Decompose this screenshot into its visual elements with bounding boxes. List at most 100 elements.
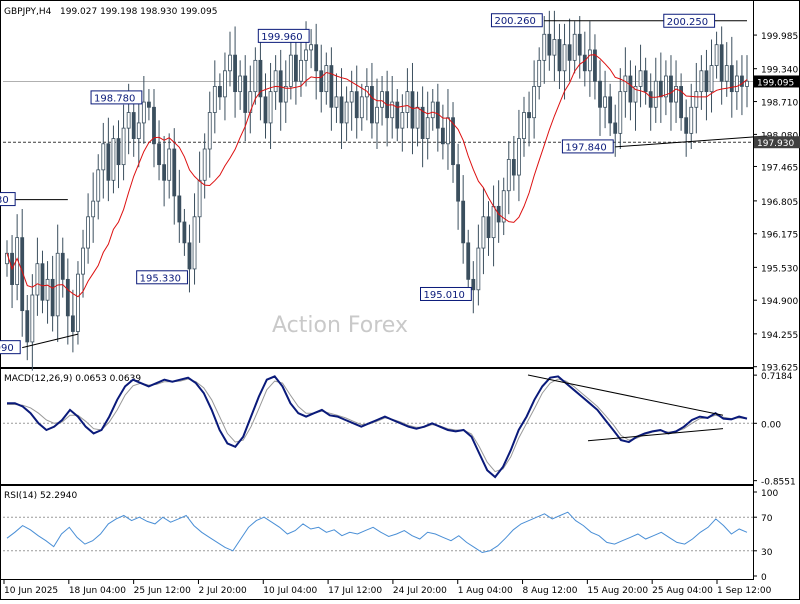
candle-body [76, 273, 80, 332]
candle-body [532, 86, 537, 119]
price-annotation-label: 196.830 [0, 195, 9, 206]
candle-body [324, 65, 329, 93]
candle-body [522, 112, 526, 139]
candle-body [425, 117, 430, 139]
x-tick-label: 25 Aug 04:00 [652, 586, 713, 596]
candle-body [182, 221, 187, 244]
candle-body [466, 242, 471, 280]
candle-body [212, 86, 217, 113]
macd-trendline [527, 374, 724, 416]
macd-y-tick-label: 0.00 [761, 420, 781, 430]
price-annotation-label: 197.840 [565, 142, 606, 153]
candle-body [121, 127, 126, 166]
price-annotation-label: 195.330 [140, 273, 181, 284]
candle-body [152, 106, 156, 145]
price-y-tick-label: 199.985 [761, 32, 798, 42]
candle-body [354, 91, 359, 119]
candle-body [638, 70, 643, 87]
candle-body [375, 106, 379, 124]
candle-body [572, 33, 577, 61]
macd-y-tick-label: -0.8551 [761, 478, 796, 488]
candle-body [45, 278, 50, 301]
candle-body [390, 101, 395, 119]
candle-body [395, 101, 400, 129]
rsi-y-tick-label: 70 [761, 514, 773, 524]
candle-body [481, 216, 486, 249]
candle-body [167, 148, 172, 181]
candle-body [192, 216, 197, 270]
macd-y-tick-label: 0.7184 [761, 372, 793, 382]
hline-price-label: 197.930 [757, 139, 794, 149]
support-trendline-left [22, 333, 79, 349]
candle-body [729, 65, 734, 93]
candle-body [527, 112, 531, 119]
last-price-box [754, 75, 800, 88]
candle-body [567, 44, 572, 61]
candle-body [172, 148, 177, 197]
candle-body [552, 39, 557, 56]
price-annotation-label: 193.990 [0, 343, 14, 354]
price-annotation-box [257, 28, 310, 43]
candle-body [228, 54, 232, 72]
candle-body [486, 216, 491, 239]
candle-body [136, 122, 141, 139]
candle-body [689, 106, 694, 134]
candle-body [344, 101, 349, 124]
price-annotation-label: 198.780 [94, 93, 135, 104]
macd-trendline [587, 428, 724, 442]
moving-average-line [6, 54, 748, 298]
candle-body [30, 294, 35, 343]
candle-body [669, 75, 673, 103]
candle-body [273, 70, 278, 93]
candle-body [517, 138, 521, 176]
candle-body [65, 278, 70, 317]
rsi-y-tick-label: 100 [761, 489, 778, 499]
candle-body [430, 101, 435, 119]
candle-body [60, 252, 65, 280]
support-trendline-right [615, 135, 768, 148]
price-annotation-label: 200.260 [494, 16, 535, 27]
macd-line [7, 375, 748, 479]
candle-body [359, 96, 364, 119]
candle-body [674, 86, 678, 103]
candle-body [70, 315, 75, 332]
price-y-tick-label: 195.530 [761, 264, 798, 274]
candle-body [162, 164, 167, 181]
rsi-line [6, 511, 748, 554]
price-annotation-box [136, 270, 188, 285]
candle-body [415, 106, 420, 129]
candle-body [476, 247, 481, 291]
candle-body [304, 49, 308, 61]
candle-body [446, 117, 450, 145]
price-panel-frame [0, 0, 754, 368]
candle-body [187, 242, 192, 270]
candle-body [694, 91, 699, 108]
candle-body [238, 75, 243, 93]
price-annotation-box [490, 13, 543, 28]
x-tick-label: 10 Jul 04:00 [263, 586, 317, 596]
candle-body [197, 179, 202, 218]
price-y-tick-label: 199.340 [761, 66, 798, 76]
candle-body [628, 75, 633, 103]
candle-body [35, 263, 40, 296]
candle-body [734, 75, 739, 93]
candle-body [380, 91, 384, 108]
candle-body [440, 127, 445, 145]
candle-body [202, 148, 207, 181]
price-annotation-box [420, 286, 472, 301]
candle-body [709, 65, 714, 93]
candle-body [101, 143, 106, 171]
candle-body [643, 70, 648, 93]
ohlc-label: 199.027 199.198 198.930 199.095 [60, 7, 217, 17]
candle-body [111, 138, 116, 181]
candle-body [288, 54, 293, 87]
candle-body [542, 33, 547, 61]
candle-body [309, 44, 314, 51]
price-annotation-label: 200.250 [667, 17, 708, 28]
x-tick-label: 15 Aug 20:00 [587, 586, 648, 596]
candle-body [471, 278, 476, 291]
candle-body [86, 216, 90, 249]
candle-body [582, 54, 587, 72]
candle-body [233, 54, 237, 93]
